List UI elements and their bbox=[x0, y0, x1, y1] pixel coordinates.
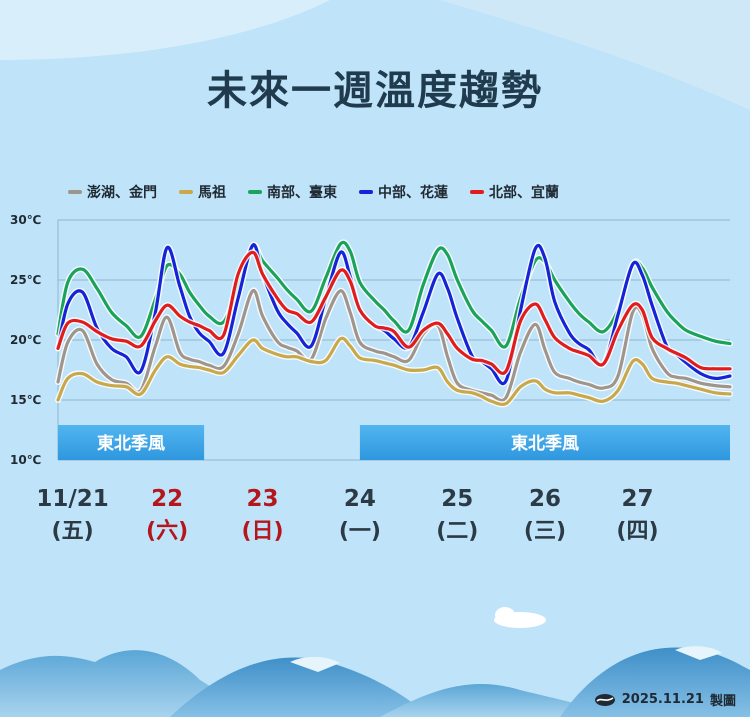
legend: 澎湖、金門 馬祖 南部、臺東 中部、花蓮 北部、宜蘭 bbox=[68, 182, 559, 202]
legend-swatch bbox=[248, 190, 262, 194]
page-title: 未來一週溫度趨勢 bbox=[207, 68, 543, 114]
x-tick-weekday: (二) bbox=[436, 519, 478, 544]
monsoon-band-label: 東北季風 bbox=[511, 433, 579, 454]
series-line-outline bbox=[55, 335, 733, 408]
y-tick-label: 20℃ bbox=[10, 333, 41, 347]
legend-label: 澎湖、金門 bbox=[87, 185, 157, 201]
mountain-snow bbox=[290, 656, 340, 672]
cwa-logo-icon bbox=[594, 693, 615, 706]
legend-item: 南部、臺東 bbox=[248, 182, 337, 202]
x-tick-date: 11/21 bbox=[36, 486, 108, 512]
series-line bbox=[56, 243, 732, 386]
monsoon-band-label: 東北季風 bbox=[97, 433, 165, 454]
cloud bbox=[495, 607, 515, 623]
x-tick-weekday: (日) bbox=[241, 519, 283, 544]
mountain bbox=[380, 684, 610, 717]
footer-label: 製圖 bbox=[709, 694, 736, 709]
legend-label: 北部、宜蘭 bbox=[489, 185, 559, 201]
legend-swatch bbox=[68, 190, 82, 194]
monsoon-band bbox=[58, 425, 205, 460]
legend-item: 澎湖、金門 bbox=[68, 182, 157, 202]
x-tick-weekday: (六) bbox=[146, 519, 188, 544]
x-tick-date: 24 bbox=[344, 486, 376, 512]
sky-wave-left bbox=[0, 0, 330, 60]
legend-item: 北部、宜蘭 bbox=[470, 182, 559, 202]
x-tick-weekday: (四) bbox=[616, 519, 658, 544]
x-tick-weekday: (一) bbox=[339, 519, 381, 544]
y-tick-label: 10℃ bbox=[10, 453, 41, 467]
sky-wave-right bbox=[440, 0, 750, 110]
x-tick-date: 25 bbox=[441, 486, 473, 512]
footer: 2025.11.21 製圖 bbox=[594, 690, 736, 709]
y-tick-label: 30℃ bbox=[10, 213, 41, 227]
legend-label: 中部、花蓮 bbox=[378, 185, 448, 201]
monsoon-band bbox=[359, 425, 730, 460]
legend-swatch bbox=[179, 190, 193, 194]
series-line bbox=[56, 336, 732, 406]
x-tick-date: 22 bbox=[151, 486, 183, 512]
y-tick-label: 25℃ bbox=[10, 273, 41, 287]
x-tick-date: 23 bbox=[247, 486, 279, 512]
legend-label: 馬祖 bbox=[198, 185, 226, 201]
x-tick-weekday: (三) bbox=[524, 519, 566, 544]
x-tick-date: 27 bbox=[621, 486, 653, 512]
y-tick-label: 15℃ bbox=[10, 393, 41, 407]
x-tick-date: 26 bbox=[529, 486, 561, 512]
legend-swatch bbox=[359, 190, 373, 194]
mountain-snow bbox=[675, 646, 722, 660]
legend-swatch bbox=[470, 190, 484, 194]
legend-label: 南部、臺東 bbox=[267, 185, 337, 201]
legend-item: 中部、花蓮 bbox=[359, 182, 448, 202]
footer-date: 2025.11.21 bbox=[621, 692, 704, 707]
legend-item: 馬祖 bbox=[179, 182, 226, 202]
series-line bbox=[56, 250, 732, 375]
series-line bbox=[56, 289, 732, 402]
mountain bbox=[170, 657, 430, 717]
x-tick-weekday: (五) bbox=[52, 519, 94, 544]
